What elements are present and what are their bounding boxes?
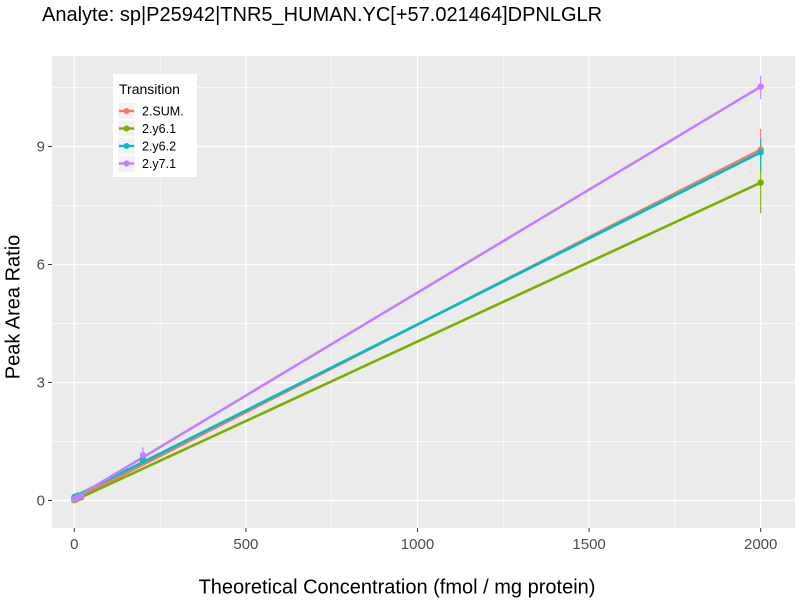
- series-lines: [73, 85, 762, 502]
- legend-item: 2.y6.2: [118, 138, 176, 154]
- legend-key-point: [123, 125, 130, 132]
- series-line: [73, 85, 762, 500]
- legend-item: 2.SUM.: [118, 103, 184, 119]
- legend-label: 2.y6.2: [142, 140, 176, 154]
- chart-title: Analyte: sp|P25942|TNR5_HUMAN.YC[+57.021…: [42, 4, 603, 26]
- legend-key-point: [123, 143, 130, 149]
- legend: Transition 2.SUM. 2.y6.1 2.y6.2 2.y7.1: [113, 74, 197, 177]
- y-tick-label: 6: [37, 256, 45, 273]
- legend-label: 2.y6.1: [142, 122, 176, 136]
- data-point: [139, 457, 147, 464]
- legend-item: 2.y7.1: [118, 155, 176, 172]
- data-point: [757, 149, 764, 156]
- x-axis: 0 500 1000 1500 2000: [70, 528, 777, 553]
- x-tick-label: 500: [233, 536, 258, 553]
- grid-minor: [52, 56, 795, 528]
- x-tick-label: 0: [70, 536, 78, 553]
- series-line: [73, 151, 762, 498]
- legend-title: Transition: [119, 81, 180, 97]
- y-tick-label: 0: [37, 492, 45, 509]
- legend-label: 2.y7.1: [142, 157, 176, 171]
- legend-label: 2.SUM.: [142, 105, 184, 119]
- data-point: [77, 492, 85, 499]
- data-point: [757, 83, 764, 90]
- legend-key-point: [123, 108, 130, 114]
- y-tick-label: 9: [37, 138, 45, 155]
- series-line: [73, 181, 762, 502]
- legend-items: 2.SUM. 2.y6.1 2.y6.2 2.y7.1: [118, 103, 184, 172]
- x-axis-label: Theoretical Concentration (fmol / mg pro…: [198, 576, 596, 599]
- y-axis: 0 3 6 9: [37, 138, 52, 509]
- y-tick-label: 3: [37, 374, 45, 391]
- legend-item: 2.y6.1: [118, 120, 176, 137]
- data-point: [757, 179, 764, 186]
- y-axis-label: Peak Area Ratio: [2, 234, 25, 380]
- x-tick-label: 2000: [744, 536, 777, 553]
- legend-key-point: [123, 160, 130, 167]
- x-tick-label: 1500: [572, 536, 605, 553]
- data-point: [139, 452, 147, 459]
- x-tick-label: 1000: [401, 536, 434, 553]
- grid-major: [52, 56, 795, 528]
- series-points: [71, 83, 764, 504]
